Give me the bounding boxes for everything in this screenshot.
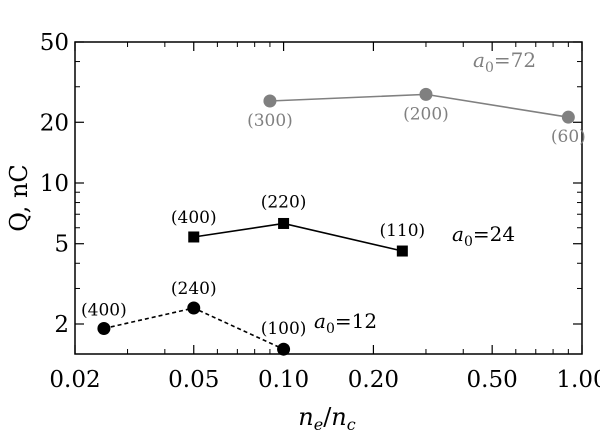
data-label: (220)	[261, 192, 307, 212]
y-tick-label: 2	[54, 312, 69, 338]
y-tick-label: 10	[40, 171, 69, 197]
series-name-base: a	[452, 222, 464, 246]
series-name-label: a0=12	[314, 309, 377, 337]
x-axis-title-n2: n	[331, 403, 346, 431]
x-axis-title-n1: n	[298, 403, 313, 431]
x-tick-label: 0.20	[348, 367, 399, 393]
data-point-circle	[263, 94, 277, 108]
series-name-value: =72	[494, 48, 536, 72]
x-tick-label: 0.10	[258, 367, 309, 393]
x-tick-label: 0.50	[467, 367, 518, 393]
data-label: (100)	[261, 319, 307, 339]
data-point-circle	[419, 87, 433, 101]
data-label: (60)	[551, 127, 586, 147]
data-label: (240)	[171, 279, 217, 299]
series-group: (400) (240) (100) a0=12	[81, 279, 377, 356]
data-label: (110)	[379, 221, 425, 241]
data-label: (400)	[81, 300, 127, 320]
y-tick-label: 50	[40, 30, 69, 56]
y-tick-label: 20	[40, 110, 69, 136]
series-name-label: a0=24	[452, 222, 515, 250]
series-name-label: a0=72	[473, 48, 536, 76]
series-name-base: a	[473, 48, 485, 72]
y-axis-title: Q, nC	[5, 164, 33, 232]
series-name-value: =12	[335, 309, 377, 333]
series-name-value: =24	[473, 222, 515, 246]
y-tick-label: 5	[54, 232, 69, 258]
x-tick-label: 0.05	[168, 367, 219, 393]
series-line	[193, 222, 403, 252]
data-point-circle	[187, 301, 201, 315]
x-axis-title-slash: /	[323, 403, 332, 431]
x-axis-title: ne/nc	[298, 403, 356, 434]
series-group: (300) (200) (60) a0=72	[247, 48, 586, 147]
series-name-sub: 0	[464, 234, 473, 250]
data-label: (400)	[171, 208, 217, 228]
data-label: (300)	[247, 111, 293, 131]
x-tick-label: 1.00	[556, 367, 600, 393]
data-point-square	[396, 245, 408, 257]
data-point-square	[278, 217, 290, 229]
data-label: (200)	[403, 104, 449, 124]
series-group: (400) (220) (110) a0=24	[171, 192, 515, 257]
x-axis-title-sub-c: c	[347, 415, 356, 434]
data-point-square	[188, 231, 200, 243]
series-name-sub: 0	[485, 60, 494, 76]
series-name-sub: 0	[326, 321, 335, 337]
data-point-circle	[277, 342, 291, 356]
data-point-circle	[97, 321, 111, 335]
x-axis-title-sub-e: e	[314, 415, 323, 434]
x-tick-label: 0.02	[49, 367, 100, 393]
series-name-base: a	[314, 309, 326, 333]
axis-tick-labels: 0.02 0.05 0.10 0.20 0.50 1.00 2 5 10 20 50	[40, 30, 600, 393]
series-layer: (300) (200)(60)a0=72(400)(220)(110) a0=24(…	[81, 48, 586, 356]
axis-ticks	[74, 41, 583, 354]
plot-frame	[74, 41, 583, 355]
data-point-circle	[561, 110, 575, 124]
